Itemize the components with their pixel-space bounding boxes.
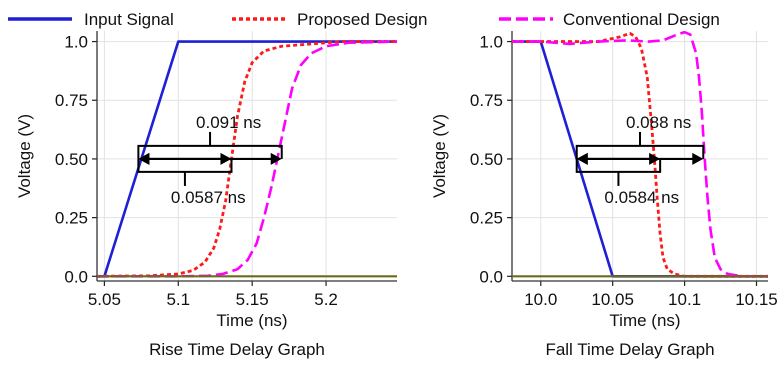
chart-caption: Fall Time Delay Graph bbox=[545, 340, 714, 359]
chart-rise-time: 0.0 0.25 0.50 0.75 1.0 5.05 5.1 5.15 5.2 0.091 ns… bbox=[15, 31, 398, 359]
x-tick-label: 5.2 bbox=[314, 290, 338, 309]
y-tick-label: 0.50 bbox=[55, 150, 88, 169]
y-tick-label: 0.75 bbox=[55, 91, 88, 110]
delay-annotation-short: 0.0587 ns bbox=[137, 152, 246, 207]
x-tick-label: 5.15 bbox=[236, 290, 269, 309]
y-tick-label: 0.25 bbox=[55, 209, 88, 228]
chart-fall-time: 0.0 0.25 0.50 0.75 1.0 10.0 10.05 10.1 10.15 0.08… bbox=[430, 30, 778, 359]
delay-arrow-head-left bbox=[576, 152, 588, 165]
series-line-conventional-design bbox=[97, 40, 398, 278]
delay-label: 0.0584 ns bbox=[604, 188, 679, 207]
delay-bracket bbox=[575, 158, 662, 173]
y-tick-label: 0.50 bbox=[470, 150, 503, 169]
x-tick-label: 5.1 bbox=[166, 290, 190, 309]
y-tick-label: 0.75 bbox=[470, 91, 503, 110]
delay-arrow-head-right bbox=[692, 152, 704, 165]
legend-label-proposed-design: Proposed Design bbox=[297, 10, 427, 29]
y-tick-label: 0.25 bbox=[470, 209, 503, 228]
delay-annotation-short: 0.0584 ns bbox=[575, 152, 679, 207]
x-axis-label: Time (ns) bbox=[609, 311, 680, 330]
delay-arrow-head-left bbox=[138, 152, 150, 165]
delay-arrow-head-right bbox=[220, 152, 232, 165]
delay-label: 0.091 ns bbox=[196, 113, 261, 132]
x-tick-label: 5.05 bbox=[88, 290, 121, 309]
y-tick-label: 0.0 bbox=[479, 267, 503, 286]
legend-label-conventional-design: Conventional Design bbox=[563, 10, 720, 29]
series-line-proposed-design bbox=[512, 31, 768, 278]
series-line-conventional-design bbox=[512, 30, 768, 278]
delay-bracket bbox=[137, 144, 283, 159]
delay-arrow-head-right bbox=[270, 152, 282, 165]
x-tick-label: 10.0 bbox=[524, 290, 557, 309]
y-tick-label: 1.0 bbox=[479, 33, 503, 52]
y-tick-label: 1.0 bbox=[64, 33, 88, 52]
delay-arrow-head-right bbox=[649, 152, 661, 165]
y-axis-label: Voltage (V) bbox=[430, 114, 449, 198]
chart-caption: Rise Time Delay Graph bbox=[149, 340, 325, 359]
x-tick-label: 10.05 bbox=[591, 290, 634, 309]
legend: Input Signal Proposed Design Conventional … bbox=[8, 10, 720, 29]
x-tick-label: 10.15 bbox=[735, 290, 778, 309]
delay-label: 0.0587 ns bbox=[171, 188, 246, 207]
y-tick-label: 0.0 bbox=[64, 267, 88, 286]
delay-bracket bbox=[137, 158, 233, 173]
x-tick-label: 10.1 bbox=[668, 290, 701, 309]
y-axis-label: Voltage (V) bbox=[15, 114, 34, 198]
delay-annotation-long: 0.091 ns bbox=[137, 113, 283, 165]
delay-label: 0.088 ns bbox=[626, 113, 691, 132]
x-axis-label: Time (ns) bbox=[216, 311, 287, 330]
legend-label-input-signal: Input Signal bbox=[84, 10, 174, 29]
